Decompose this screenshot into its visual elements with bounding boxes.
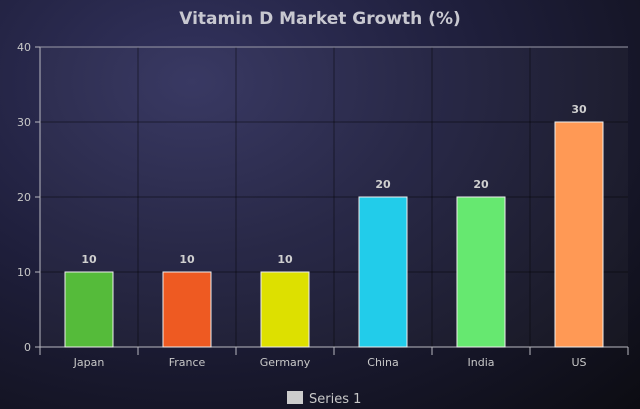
- bar-india[interactable]: [456, 196, 506, 348]
- legend[interactable]: Series 1: [287, 391, 361, 407]
- axes: 0 10 20 30 40: [17, 41, 629, 355]
- data-label-us: 30: [571, 103, 587, 116]
- bar-france[interactable]: [162, 271, 212, 348]
- bar-germany[interactable]: [260, 271, 310, 348]
- data-label-japan: 10: [81, 253, 97, 266]
- bar-us[interactable]: [554, 121, 604, 348]
- x-tick-label-france: France: [169, 356, 206, 369]
- data-label-china: 20: [375, 178, 391, 191]
- y-tick-label-3: 30: [17, 116, 31, 129]
- y-tick-label-4: 40: [17, 41, 31, 54]
- x-tick-label-japan: Japan: [73, 356, 105, 369]
- y-tick-label-2: 20: [17, 191, 31, 204]
- legend-swatch[interactable]: [287, 391, 303, 404]
- chart-title: Vitamin D Market Growth (%): [179, 9, 461, 29]
- x-tick-label-germany: Germany: [260, 356, 311, 369]
- bar-china[interactable]: [358, 196, 408, 348]
- legend-label[interactable]: Series 1: [309, 392, 361, 407]
- data-label-india: 20: [473, 178, 489, 191]
- x-tick-label-india: India: [468, 356, 495, 369]
- x-tick-label-us: US: [571, 356, 586, 369]
- y-tick-label-1: 10: [17, 266, 31, 279]
- data-label-germany: 10: [277, 253, 293, 266]
- bars: 10 Japan 10 France 10 Germany 20 China 20 India 30…: [64, 103, 604, 369]
- bar-japan[interactable]: [64, 271, 114, 348]
- y-tick-label-0: 0: [24, 341, 31, 354]
- data-label-france: 10: [179, 253, 195, 266]
- x-tick-label-china: China: [367, 356, 398, 369]
